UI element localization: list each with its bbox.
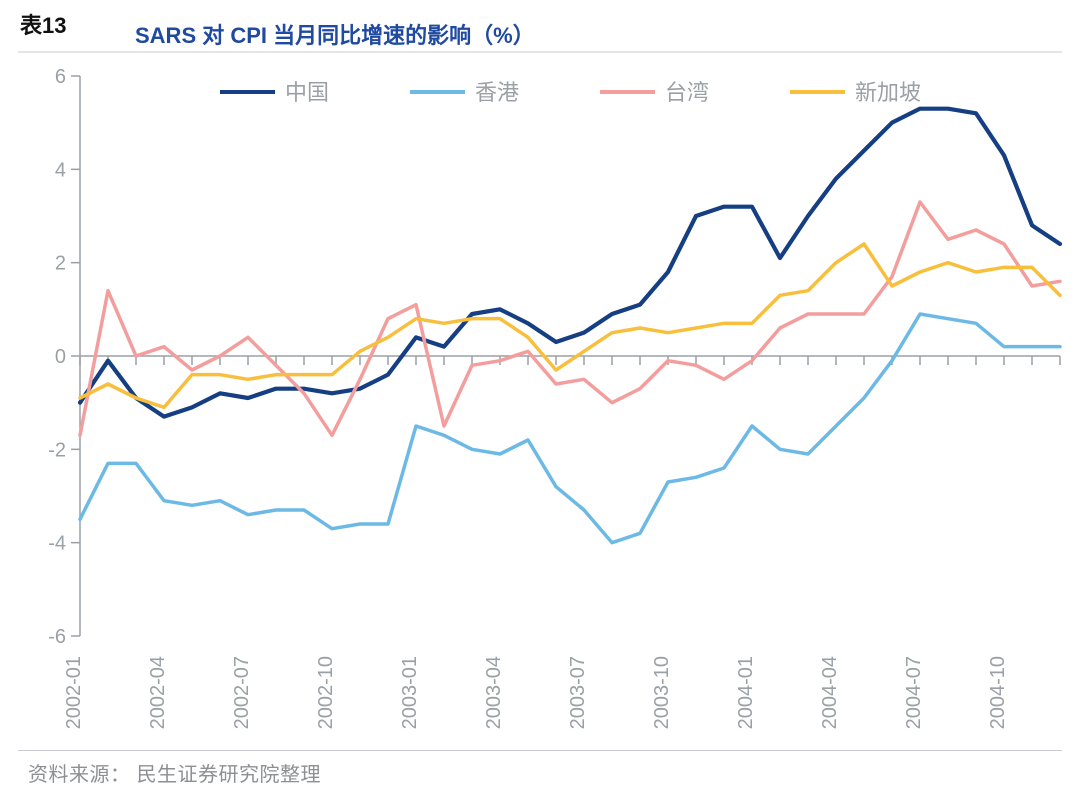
chart-title: SARS 对 CPI 当月同比增速的影响（%）: [135, 18, 535, 50]
series-香港: [80, 314, 1060, 543]
legend-swatch-香港: [410, 90, 465, 94]
svg-text:-6: -6: [48, 626, 66, 648]
table-label: 表13: [20, 8, 66, 40]
svg-text:2004-04: 2004-04: [819, 656, 841, 729]
svg-text:2003-10: 2003-10: [651, 656, 673, 729]
svg-text:2004-07: 2004-07: [903, 656, 925, 729]
svg-text:2002-10: 2002-10: [315, 656, 337, 729]
svg-text:-2: -2: [48, 439, 66, 461]
svg-text:2003-04: 2003-04: [483, 656, 505, 729]
chart: -6 -4 -2 0 2 4 6 2002-01 2002-04 2002-07 2002-10 20…: [0, 48, 1080, 738]
legend-label-中国: 中国: [285, 80, 329, 105]
series-中国: [80, 109, 1060, 417]
legend-label-台湾: 台湾: [665, 80, 709, 105]
svg-text:2004-10: 2004-10: [987, 656, 1009, 729]
svg-text:2: 2: [55, 253, 66, 275]
svg-text:2003-01: 2003-01: [399, 656, 421, 729]
source-line: 资料来源： 民生证券研究院整理: [28, 758, 321, 787]
svg-text:-4: -4: [48, 533, 66, 555]
svg-text:2002-01: 2002-01: [63, 656, 85, 729]
legend-swatch-新加坡: [790, 90, 845, 94]
source-divider: [18, 750, 1062, 751]
source-key: 资料来源：: [28, 764, 131, 786]
svg-text:2004-01: 2004-01: [735, 656, 757, 729]
legend-label-香港: 香港: [475, 80, 519, 105]
series-台湾: [80, 202, 1060, 435]
svg-text:2002-07: 2002-07: [231, 656, 253, 729]
svg-text:2002-04: 2002-04: [147, 656, 169, 729]
svg-text:2003-07: 2003-07: [567, 656, 589, 729]
svg-text:4: 4: [55, 159, 66, 181]
chart-svg: -6 -4 -2 0 2 4 6 2002-01 2002-04 2002-07 2002-10 20…: [0, 48, 1080, 738]
legend-swatch-台湾: [600, 90, 655, 94]
legend-label-新加坡: 新加坡: [855, 80, 921, 105]
source-value: 民生证券研究院整理: [137, 764, 322, 786]
svg-text:6: 6: [55, 66, 66, 88]
legend-swatch-中国: [220, 90, 275, 94]
svg-text:0: 0: [55, 346, 66, 368]
